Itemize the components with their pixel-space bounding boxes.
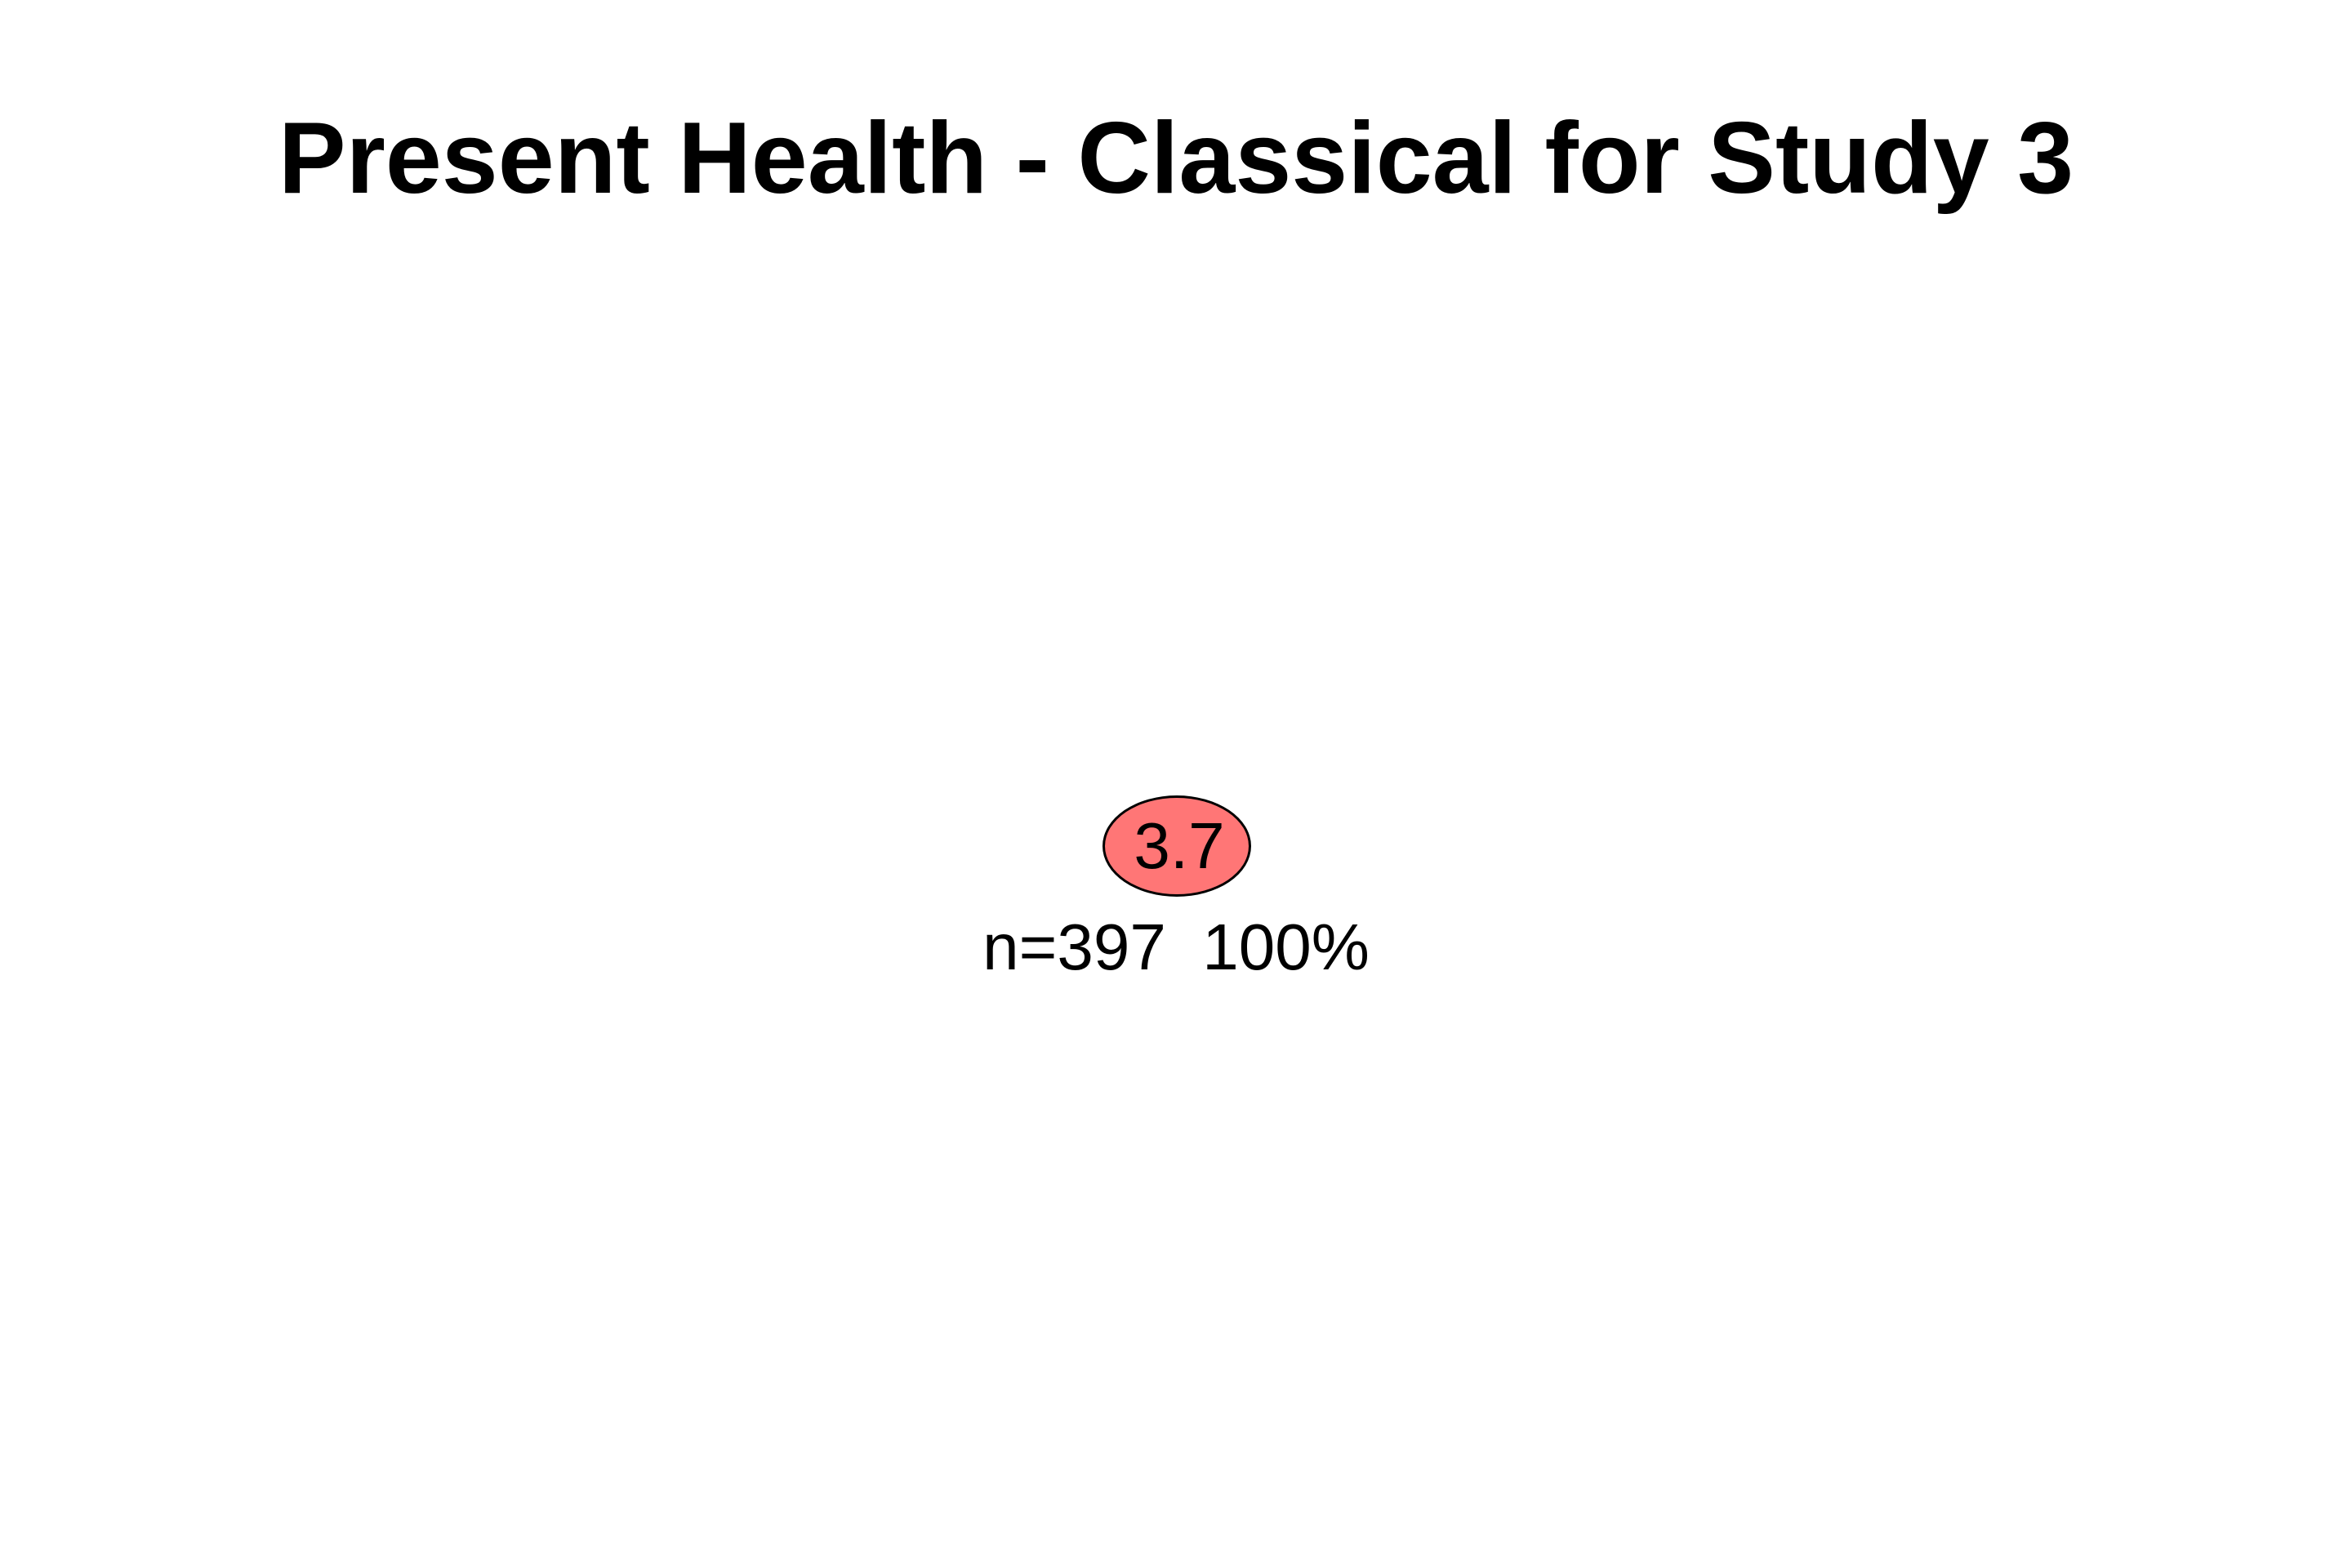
root-node: 3.7 xyxy=(1102,795,1251,897)
diagram-title: Present Health - Classical for Study 3 xyxy=(278,102,2074,215)
root-node-info: n=397 100% xyxy=(982,911,1370,983)
root-node-value: 3.7 xyxy=(1134,809,1225,882)
